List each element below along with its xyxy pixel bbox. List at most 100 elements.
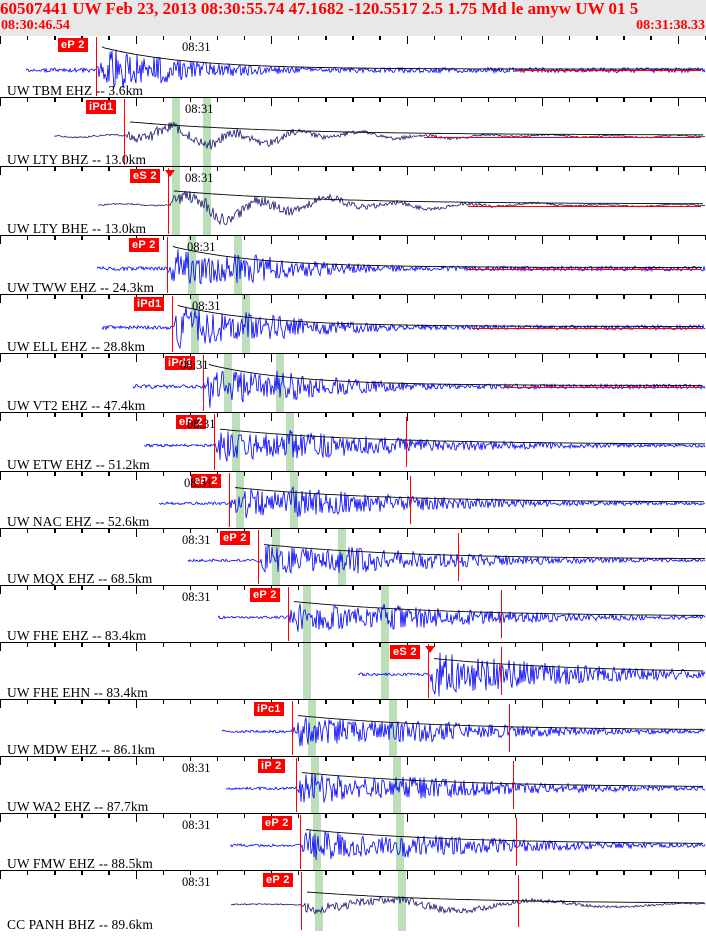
trace-panel[interactable]: iPd1 08:31 UW VT2 EHZ -- 47.4km	[0, 353, 706, 412]
channel-label[interactable]: UW MDW EHZ -- 86.1km	[7, 742, 156, 756]
trace-panel[interactable]: eP 2 08:31 UW FMW EHZ -- 88.5km	[0, 813, 706, 870]
trace-panel[interactable]: eP 2 08:31 UW TBM EHZ -- 3.6km	[0, 36, 706, 97]
pick-line[interactable]	[214, 414, 216, 470]
pick-line[interactable]	[229, 473, 231, 527]
phase-pick-flag[interactable]: eP 2	[220, 531, 250, 545]
theoretical-arrival-band	[311, 757, 319, 813]
channel-label[interactable]: UW WA2 EHZ -- 87.7km	[7, 799, 149, 813]
secondary-pick-line[interactable]	[518, 875, 520, 927]
minute-time-label: 08:31	[182, 40, 211, 54]
pick-line[interactable]	[167, 237, 169, 293]
trace-stack[interactable]: eP 2 08:31 UW TBM EHZ -- 3.6km iPd1 08:31 UW …	[0, 36, 706, 938]
theoretical-arrival-band	[381, 643, 389, 699]
waveform-trace	[158, 485, 706, 519]
channel-label[interactable]: UW ELL EHZ -- 28.8km	[7, 339, 146, 353]
coda-reference-line	[468, 205, 701, 207]
trace-panel[interactable]: eP 2 08:31 CC PANH BHZ -- 89.6km	[0, 870, 706, 931]
channel-label[interactable]: UW ETW EHZ -- 51.2km	[7, 457, 150, 471]
phase-pick-flag[interactable]: eP 2	[262, 816, 292, 830]
pick-line[interactable]	[428, 644, 430, 698]
pick-line[interactable]	[301, 872, 303, 930]
channel-label[interactable]: UW FHE EHZ -- 83.4km	[7, 628, 147, 642]
secondary-pick-line[interactable]	[410, 476, 412, 524]
minute-time-label: 08:31	[185, 171, 214, 185]
waveform-trace	[229, 829, 706, 861]
phase-pick-flag[interactable]: iP 2	[258, 759, 285, 773]
secondary-pick-line[interactable]	[458, 533, 460, 581]
minute-time-label: 08:31	[187, 417, 216, 431]
channel-label[interactable]: UW FMW EHZ -- 88.5km	[7, 856, 153, 870]
secondary-pick-line[interactable]	[513, 761, 515, 809]
secondary-pick-line[interactable]	[501, 647, 503, 695]
theoretical-arrival-band	[203, 98, 211, 166]
minute-time-label: 08:31	[184, 476, 213, 490]
channel-label[interactable]: UW LTY BHE -- 13.0km	[7, 221, 147, 235]
phase-pick-flag[interactable]: eP 2	[191, 474, 221, 488]
secondary-pick-line[interactable]	[509, 704, 511, 752]
phase-pick-flag[interactable]: eP 2	[58, 38, 88, 52]
theoretical-arrival-band	[396, 814, 404, 870]
minute-time-label: 08:31	[182, 761, 211, 775]
waveform-trace	[217, 601, 706, 632]
channel-label[interactable]: UW TWW EHZ -- 24.3km	[7, 280, 155, 294]
trace-panel[interactable]: eP 2 08:31 UW MQX EHZ -- 68.5km	[0, 528, 706, 585]
phase-pick-flag[interactable]: iPd1	[165, 356, 196, 370]
channel-label[interactable]: UW FHE EHN -- 83.4km	[7, 685, 148, 699]
secondary-pick-line[interactable]	[501, 590, 503, 638]
phase-pick-flag[interactable]: eS 2	[130, 169, 160, 183]
theoretical-arrival-band	[313, 814, 321, 870]
phase-pick-flag[interactable]: eS 2	[390, 645, 420, 659]
secondary-pick-line[interactable]	[406, 417, 408, 467]
coda-reference-line	[516, 70, 701, 72]
trace-panel[interactable]: iPc1 UW MDW EHZ -- 86.1km	[0, 699, 706, 756]
pick-line[interactable]	[124, 99, 126, 165]
trace-panel[interactable]: eP 2 08:31 UW TWW EHZ -- 24.3km	[0, 235, 706, 294]
pick-line[interactable]	[168, 168, 170, 234]
trace-panel[interactable]: iP 2 08:31 UW WA2 EHZ -- 87.7km	[0, 756, 706, 813]
trace-panel[interactable]: eP 2 08:31 UW FHE EHZ -- 83.4km	[0, 585, 706, 642]
pick-line[interactable]	[203, 355, 205, 411]
theoretical-arrival-band	[203, 167, 211, 235]
minute-time-label: 08:31	[180, 358, 209, 372]
phase-pick-flag[interactable]: iPd1	[86, 100, 117, 114]
trace-panel[interactable]: eP 2 08:31 UW ETW EHZ -- 51.2km	[0, 412, 706, 471]
trace-panel[interactable]: eS 2 08:31 UW LTY BHE -- 13.0km	[0, 166, 706, 235]
pick-line[interactable]	[292, 701, 294, 755]
channel-label[interactable]: UW VT2 EHZ -- 47.4km	[7, 398, 146, 412]
waveform-trace	[357, 652, 706, 697]
pick-line[interactable]	[288, 587, 290, 641]
trace-panel[interactable]: eS 2 UW FHE EHN -- 83.4km	[0, 642, 706, 699]
minute-time-label: 08:31	[187, 240, 216, 254]
pick-line[interactable]	[258, 530, 260, 584]
channel-label[interactable]: UW LTY BHZ -- 13.0km	[7, 152, 147, 166]
event-header: 60507441 UW Feb 23, 2013 08:30:55.74 47.…	[0, 0, 706, 37]
pick-line[interactable]	[172, 296, 174, 352]
theoretical-arrival-band	[393, 757, 401, 813]
channel-label[interactable]: UW MQX EHZ -- 68.5km	[7, 571, 153, 585]
phase-pick-flag[interactable]: iPc1	[254, 702, 284, 716]
trace-panel[interactable]: iPd1 08:31 UW LTY BHZ -- 13.0km	[0, 97, 706, 166]
minute-time-label: 08:31	[192, 299, 221, 313]
pick-line[interactable]	[296, 758, 298, 812]
event-summary-line: 60507441 UW Feb 23, 2013 08:30:55.74 47.…	[0, 0, 639, 18]
phase-pick-flag[interactable]: eP 2	[176, 415, 206, 429]
channel-label[interactable]: UW NAC EHZ -- 52.6km	[7, 514, 150, 528]
minute-time-label: 08:31	[182, 818, 211, 832]
phase-pick-flag[interactable]: eP 2	[129, 238, 159, 252]
waveform-trace	[230, 891, 706, 915]
secondary-pick-line[interactable]	[516, 818, 518, 866]
pick-line[interactable]	[300, 815, 302, 869]
phase-pick-flag[interactable]: eP 2	[263, 873, 293, 887]
trace-panel[interactable]: eP 2 08:31 UW NAC EHZ -- 52.6km	[0, 471, 706, 528]
coda-reference-line	[472, 328, 701, 330]
channel-label[interactable]: CC PANH BHZ -- 89.6km	[7, 917, 153, 931]
coda-reference-line	[424, 136, 701, 138]
pick-line[interactable]	[96, 37, 98, 96]
channel-label[interactable]: UW TBM EHZ -- 3.6km	[7, 83, 144, 97]
phase-pick-flag[interactable]: eP 2	[250, 588, 280, 602]
window-end-time: 08:31:38.33	[636, 18, 705, 33]
phase-pick-flag[interactable]: iPd1	[134, 297, 165, 311]
waveform-trace	[143, 428, 706, 462]
trace-panel[interactable]: iPd1 08:31 UW ELL EHZ -- 28.8km	[0, 294, 706, 353]
